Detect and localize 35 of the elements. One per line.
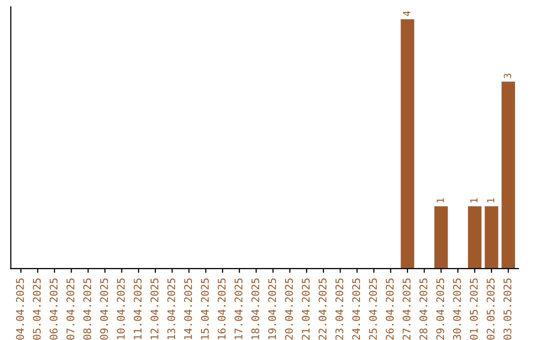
x-tick-label: 02.05.2025 [486, 278, 495, 340]
data-label: 1 [470, 198, 478, 202]
x-tick-label: 28.04.2025 [419, 278, 428, 340]
x-tick-label: 18.04.2025 [251, 278, 260, 340]
x-tick-label: 25.04.2025 [369, 278, 377, 340]
x-tick-label: 05.04.2025 [32, 278, 41, 340]
x-tick-label: 30.04.2025 [453, 278, 461, 340]
x-tick-label: 09.04.2025 [100, 278, 108, 340]
x-tick-label: 01.05.2025 [470, 278, 478, 340]
x-tick-label: 10.04.2025 [116, 278, 125, 340]
x-tick-label: 22.04.2025 [318, 278, 326, 340]
x-tick-label: 26.04.2025 [386, 278, 394, 340]
data-label: 1 [436, 198, 444, 202]
x-tick-label: 16.04.2025 [218, 278, 226, 340]
x-tick-label: 23.04.2025 [335, 278, 344, 340]
data-label: 1 [487, 198, 494, 202]
x-tick-label: 08.04.2025 [83, 278, 92, 340]
data-label: 4 [403, 11, 410, 16]
x-tick-label: 07.04.2025 [66, 278, 74, 340]
x-tick-label: 20.04.2025 [284, 278, 293, 340]
x-tick-label: 03.05.2025 [503, 278, 512, 340]
x-tick-label: 24.04.2025 [352, 278, 360, 340]
x-tick-label: 19.04.2025 [268, 278, 276, 340]
x-tick-label: 13.04.2025 [167, 278, 176, 340]
x-tick-label: 12.04.2025 [150, 278, 158, 340]
data-label: 3 [504, 74, 512, 78]
x-tick-label: 04.04.2025 [16, 278, 24, 340]
x-tick-label: 27.04.2025 [402, 278, 411, 340]
x-tick-label: 15.04.2025 [200, 278, 209, 340]
x-tick-label: 17.04.2025 [234, 278, 242, 340]
x-tick-label: 29.04.2025 [436, 278, 444, 340]
x-tick-label: 06.04.2025 [50, 278, 58, 340]
x-tick-label: 21.04.2025 [302, 278, 310, 340]
x-tick-label: 14.04.2025 [184, 278, 192, 340]
x-tick-label: 11.04.2025 [134, 278, 142, 340]
